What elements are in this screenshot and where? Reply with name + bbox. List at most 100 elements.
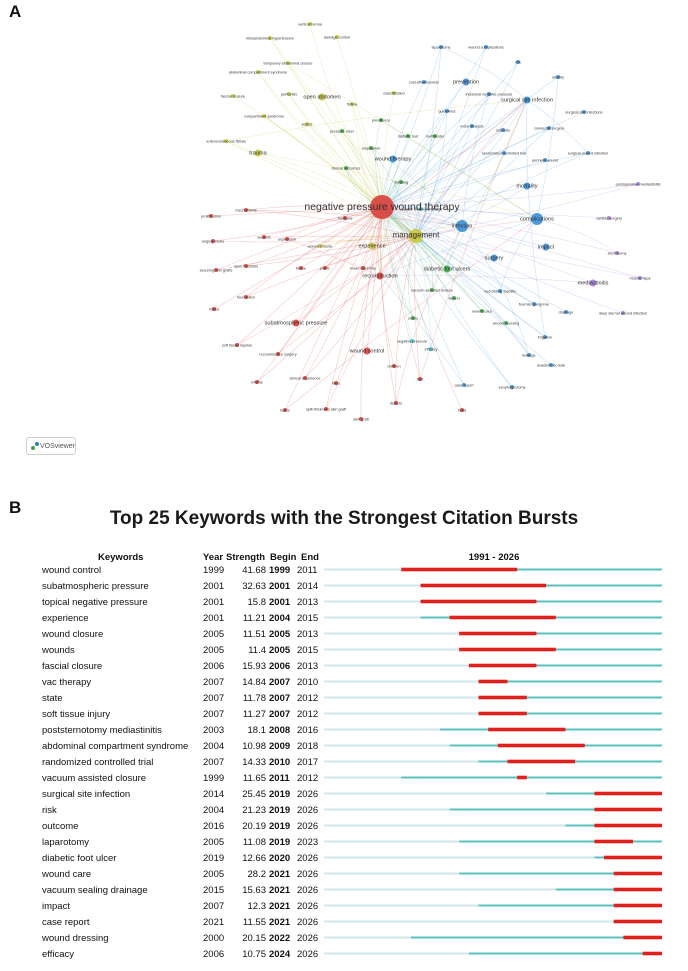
network-node-foundation[interactable]: [244, 295, 248, 299]
network-node-clinical-outcomes[interactable]: [344, 166, 348, 170]
network-node-colorectal-surgery[interactable]: [547, 126, 551, 130]
network-node-ulcers[interactable]: [411, 316, 415, 320]
network-node-infection[interactable]: [456, 220, 468, 232]
network-node-amputation[interactable]: [369, 146, 373, 150]
network-node-randomized-controlled-trial[interactable]: [502, 151, 506, 155]
network-node-burns[interactable]: [283, 408, 287, 412]
network-node-leakage[interactable]: [527, 353, 531, 357]
network-node-sternotomy[interactable]: [615, 251, 619, 255]
network-node-soft-tissue-injuries[interactable]: [235, 343, 239, 347]
network-node-children[interactable]: [392, 364, 396, 368]
network-node-open-abdomen[interactable]: [318, 93, 326, 101]
vosviewer-badge[interactable]: VOSviewer: [26, 437, 76, 455]
network-node-drainage[interactable]: [564, 310, 568, 314]
network-node-lower-extremity[interactable]: [361, 266, 365, 270]
network-node-trauma[interactable]: [254, 149, 262, 157]
network-node-dressing[interactable]: [399, 180, 403, 184]
network-node-compartment-syndrome[interactable]: [262, 114, 266, 118]
network-node-proliferation[interactable]: [209, 214, 213, 218]
network-node-temporary-abdominal-closure[interactable]: [286, 61, 290, 65]
network-node-wound-closure[interactable]: [318, 244, 322, 248]
network-node-efficacy[interactable]: [429, 347, 433, 351]
network-node-wound-care[interactable]: [480, 309, 484, 313]
network-node-guidelines[interactable]: [445, 109, 449, 113]
network-node-irrigation[interactable]: [543, 335, 547, 339]
network-node-fractures[interactable]: [343, 216, 347, 220]
network-node-experience[interactable]: [368, 242, 376, 250]
network-node-cardiac-surgery[interactable]: [607, 216, 611, 220]
network-node-necrotizing-fasciitis[interactable]: [498, 289, 502, 293]
network-node-enterocutaneous-fistula[interactable]: [224, 139, 228, 143]
network-node-postoperative-mediastinitis[interactable]: [636, 182, 640, 186]
network-node-reconstruction[interactable]: [376, 272, 384, 280]
network-node-surgical-site-infection[interactable]: [523, 96, 531, 104]
network-node-fascial-closure[interactable]: [231, 94, 235, 98]
network-node-wound-therapy[interactable]: [389, 155, 397, 163]
network-node-intraabdominal-hypertension[interactable]: [268, 36, 272, 40]
network-node-infants[interactable]: [255, 380, 259, 384]
network-node-open-fractures[interactable]: [244, 264, 248, 268]
network-node-surgery[interactable]: [490, 254, 498, 262]
network-node-esophagectomy[interactable]: [510, 385, 514, 389]
network-node-multicenter[interactable]: [433, 134, 437, 138]
network-node-negative-pressure[interactable]: [410, 339, 414, 343]
network-node-deep-sternal-wound-infection[interactable]: [621, 311, 625, 315]
network-node-expression[interactable]: [285, 237, 289, 241]
network-node-wound-dressing[interactable]: [504, 321, 508, 325]
network-node-securing-skin-grafts[interactable]: [214, 268, 218, 272]
network-node-mortality[interactable]: [523, 182, 531, 190]
network-node-management[interactable]: [409, 229, 423, 243]
network-node-case-report[interactable]: [462, 383, 466, 387]
network-node-reconstructive-surgery[interactable]: [276, 352, 280, 356]
network-node-foot[interactable]: [418, 377, 422, 381]
network-node-mechanisms[interactable]: [244, 208, 248, 212]
row-burst-bar: [594, 791, 662, 796]
network-node-fournier-gangrene[interactable]: [532, 302, 536, 306]
network-node-fistula[interactable]: [350, 102, 354, 106]
network-node-negative-pressure-wound-therapy[interactable]: [370, 195, 394, 219]
network-node-vacuum-assisted-closure[interactable]: [430, 288, 434, 292]
network-node-subatmospheric-pressure[interactable]: [292, 319, 300, 327]
network-node-muscle-flaps[interactable]: [638, 276, 642, 280]
network-node-clinical-experience[interactable]: [303, 376, 307, 380]
network-node-surgical-wound-infection[interactable]: [586, 151, 590, 155]
network-node-damage-control[interactable]: [335, 35, 339, 39]
network-node-angiogenesis[interactable]: [211, 239, 215, 243]
network-node-diabetic-foot-ulcers[interactable]: [443, 265, 451, 273]
network-node-prevalence[interactable]: [379, 118, 383, 122]
network-node-wounds[interactable]: [262, 235, 266, 239]
network-node-anastomotic-leak[interactable]: [549, 363, 553, 367]
network-node-tissue[interactable]: [299, 266, 303, 270]
network-node-wound-control[interactable]: [363, 347, 371, 355]
network-node-wound-complications[interactable]: [484, 45, 488, 49]
network-node-vacuum-sealing-drainage[interactable]: [419, 207, 423, 211]
network-node-complications[interactable]: [531, 213, 543, 225]
network-node-vertical-hernia[interactable]: [308, 22, 312, 26]
network-node-wound[interactable]: [452, 296, 456, 300]
network-node-perineal-wound[interactable]: [543, 158, 547, 162]
network-node-split-thickness-skin-graft[interactable]: [324, 407, 328, 411]
network-node-diabetic-foot[interactable]: [406, 134, 410, 138]
network-node-outcome[interactable]: [501, 128, 505, 132]
network-node-prevention[interactable]: [462, 78, 470, 86]
network-node-sepsis[interactable]: [305, 122, 309, 126]
network-node-head[interactable]: [460, 408, 464, 412]
network-node-cost-effectiveness[interactable]: [422, 80, 426, 84]
network-node-classification[interactable]: [392, 91, 396, 95]
network-node-flaps[interactable]: [334, 381, 338, 385]
network-node-pressure-ulcer[interactable]: [340, 129, 344, 133]
network-node-risk[interactable]: [516, 60, 520, 64]
network-node-defects[interactable]: [394, 401, 398, 405]
network-node-meta-analysis[interactable]: [470, 124, 474, 128]
network-node-surgical-site-infections[interactable]: [582, 110, 586, 114]
network-node-laparotomy[interactable]: [439, 45, 443, 49]
network-node-impact[interactable]: [542, 243, 550, 251]
network-node-incisional-negative-pressure[interactable]: [487, 92, 491, 96]
network-node-abdominal-compartment-syndrome[interactable]: [256, 70, 260, 74]
network-node-peritonitis[interactable]: [287, 92, 291, 96]
network-node-obesity[interactable]: [556, 75, 560, 79]
network-node-pelvic[interactable]: [323, 266, 327, 270]
network-node-skin-graft[interactable]: [359, 417, 363, 421]
network-node-model[interactable]: [212, 307, 216, 311]
network-node-mediastinitis[interactable]: [589, 279, 597, 287]
